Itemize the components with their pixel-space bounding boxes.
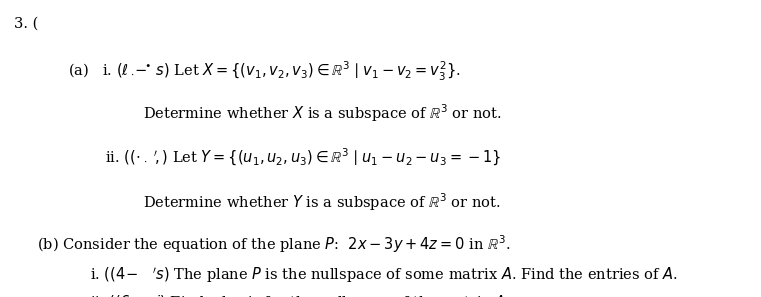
Text: (b) Consider the equation of the plane $P$:  $2x - 3y + 4z = 0$ in $\mathbb{R}^3: (b) Consider the equation of the plane $… bbox=[37, 233, 510, 255]
Text: ii. $(\mathit{(\cdot_{\,\cdot}\;'\!,})$ Let $Y = \{(u_1, u_2, u_3) \in \mathbb{R: ii. $(\mathit{(\cdot_{\,\cdot}\;'\!,})$ … bbox=[105, 147, 501, 168]
Text: ii. $(\mathit{(6\qquad\! i})$ Find a basis for the nullspace of the matrix $A$.: ii. $(\mathit{(6\qquad\! i})$ Find a bas… bbox=[90, 293, 509, 297]
Text: i. $(\mathit{(4\!-\quad\!'s})$ The plane $P$ is the nullspace of some matrix $A$: i. $(\mathit{(4\!-\quad\!'s})$ The plane… bbox=[90, 265, 677, 285]
Text: 3. (: 3. ( bbox=[14, 16, 38, 30]
Text: Determine whether $X$ is a subspace of $\mathbb{R}^3$ or not.: Determine whether $X$ is a subspace of $… bbox=[143, 102, 501, 124]
Text: Determine whether $Y$ is a subspace of $\mathbb{R}^3$ or not.: Determine whether $Y$ is a subspace of $… bbox=[143, 192, 501, 213]
Text: (a)   i. $(\mathit{ \ell\,_{\!\cdot}\!\!-\!\!{}^{\bullet}\;s})$ Let $X = \{(v_1,: (a) i. $(\mathit{ \ell\,_{\!\cdot}\!\!-\… bbox=[68, 59, 461, 83]
